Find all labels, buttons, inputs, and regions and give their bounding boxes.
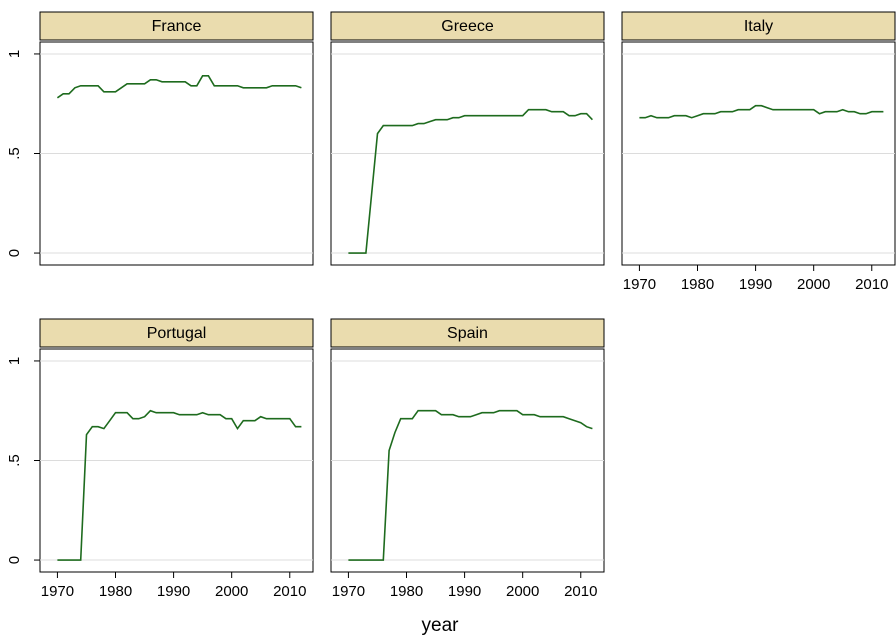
x-tick-label: 1970 [623,276,656,293]
data-line [57,409,302,561]
x-tick-label: 1980 [99,583,132,600]
data-line [348,409,593,561]
data-line [56,75,302,99]
y-tick-label: 0 [6,556,23,564]
data-line [639,104,884,119]
panel-title: France [152,18,202,35]
panel-title: Portugal [147,325,207,342]
x-tick-label: 1990 [448,583,481,600]
panel-header [330,11,605,41]
data-line [348,108,593,254]
x-tick-label: 1970 [41,583,74,600]
x-axis-label: year [422,615,460,636]
y-tick-label: 0 [6,249,23,257]
y-tick-label: .5 [6,147,23,160]
x-tick-label: 1980 [681,276,714,293]
x-tick-label: 1990 [157,583,190,600]
panel-header [39,11,314,41]
y-tick-label: 1 [6,357,23,365]
panel-header [39,318,314,348]
panel-title: Spain [447,325,488,342]
y-tick-label: 1 [6,50,23,58]
panel-title: Italy [744,18,773,35]
y-tick-label: .5 [6,454,23,467]
x-tick-label: 1970 [332,583,365,600]
x-tick-label: 2010 [273,583,306,600]
x-tick-label: 2010 [855,276,888,293]
panel-title: Greece [441,18,494,35]
x-tick-label: 1980 [390,583,423,600]
panel-header [330,318,605,348]
x-tick-label: 1990 [739,276,772,293]
x-tick-label: 2000 [215,583,248,600]
panel-header [621,11,896,41]
x-tick-label: 2000 [506,583,539,600]
x-tick-label: 2010 [564,583,597,600]
x-tick-label: 2000 [797,276,830,293]
